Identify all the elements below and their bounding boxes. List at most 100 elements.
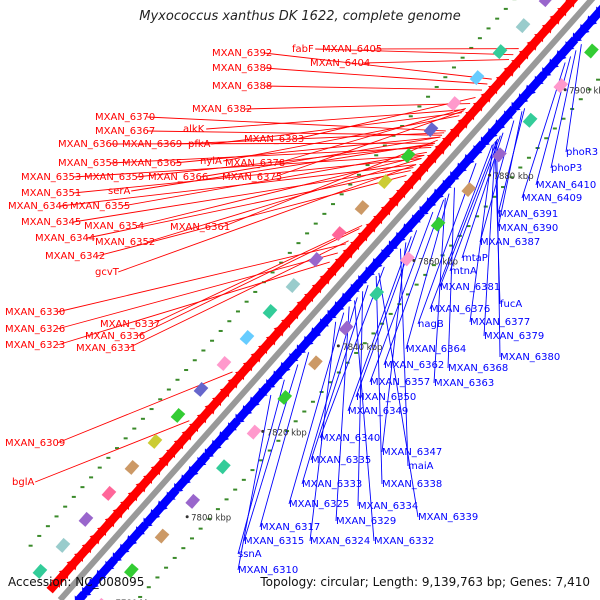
leader-line: [57, 243, 347, 313]
leader-line: [354, 300, 375, 542]
reverse-gene-label: phoP3: [551, 163, 582, 174]
function-class-box: [400, 251, 415, 267]
gc-dot: [166, 388, 171, 391]
gc-dot: [483, 205, 488, 208]
gc-dot: [417, 105, 422, 108]
gc-dot: [146, 586, 151, 589]
tick-mark: [336, 344, 340, 348]
gc-dot: [270, 271, 275, 274]
tick-label: 7900 kbp: [569, 87, 600, 97]
reverse-gene-label: MXAN_6387: [480, 237, 540, 248]
leader-line: [309, 321, 337, 542]
gc-dot: [244, 300, 249, 303]
gc-dot: [400, 125, 405, 128]
gc-dot: [578, 98, 583, 101]
reverse-gene-label: MXAN_6381: [440, 282, 500, 293]
leader-line: [136, 154, 425, 227]
leader-line: [237, 394, 272, 571]
gc-dot: [331, 203, 336, 206]
forward-gene-label: gcvT: [95, 267, 120, 278]
gc-dot: [434, 85, 439, 88]
gc-dot: [181, 547, 186, 550]
reverse-gene-label: MXAN_6325: [289, 499, 349, 510]
forward-gene-label: alkK: [183, 124, 205, 135]
reverse-gene-label: MXAN_6339: [418, 512, 478, 523]
reverse-gene-label: MXAN_6410: [536, 180, 596, 191]
gc-dot: [63, 505, 68, 508]
gc-dot: [362, 342, 367, 345]
function-class-box: [193, 381, 209, 397]
gc-dot: [89, 476, 94, 479]
gc-dot: [175, 378, 180, 381]
gc-dot: [408, 115, 413, 118]
reverse-gene-label: MXAN_6390: [498, 223, 558, 234]
leader-line: [243, 364, 299, 542]
gc-dot: [267, 449, 272, 452]
leader-line: [211, 112, 463, 145]
gc-dot: [492, 195, 497, 198]
leader-line: [497, 111, 523, 229]
gc-dot: [526, 156, 531, 159]
gc-dot: [259, 459, 264, 462]
gc-dot: [224, 498, 229, 501]
reverse-gene-label: MXAN_6332: [374, 536, 434, 547]
function-class-box: [277, 389, 293, 405]
gc-dot: [322, 212, 327, 215]
forward-gene-label: bglA: [12, 477, 34, 488]
gc-dot: [106, 456, 111, 459]
gc-dot: [475, 215, 480, 218]
gc-dot: [477, 37, 482, 40]
function-class-box: [308, 355, 323, 371]
gc-dot: [460, 56, 465, 59]
function-class-box: [32, 563, 48, 579]
leader-line: [310, 285, 369, 461]
gc-dot: [302, 410, 307, 413]
leader-line: [57, 261, 330, 346]
reverse-gene-label: MXAN_6409: [522, 193, 582, 204]
function-class-box: [522, 112, 538, 128]
forward-gene-label: MXAN_6389: [212, 63, 272, 74]
reverse-gene-label: MXAN_6317: [260, 522, 320, 533]
gc-dot: [71, 495, 76, 498]
gc-dot: [382, 144, 387, 147]
function-class-box: [170, 407, 186, 423]
function-class-box: [354, 200, 370, 216]
leader-line: [375, 276, 383, 485]
forward-gene-label: MXAN_6404: [310, 58, 370, 69]
reverse-gene-label: MXAN_6338: [382, 479, 442, 490]
reverse-gene-label: MXAN_6340: [320, 433, 380, 444]
forward-gene-label: MXAN_6375: [222, 172, 282, 183]
function-class-box: [400, 148, 416, 164]
gc-dot: [443, 76, 448, 79]
forward-gene-label: MXAN_6370: [95, 112, 155, 123]
gc-dot: [227, 320, 232, 323]
leader-line: [200, 136, 441, 178]
leader-line: [259, 352, 310, 528]
gc-dot: [115, 447, 120, 450]
leader-line: [237, 379, 285, 555]
function-class-box: [185, 493, 201, 509]
forward-gene-label: MXAN_6382: [192, 104, 252, 115]
gc-dot: [138, 595, 143, 598]
function-class-box: [584, 43, 599, 59]
function-class-box: [553, 78, 569, 94]
forward-gene-label: MXAN_6388: [212, 81, 272, 92]
forward-gene-label: MXAN_6355: [70, 201, 130, 212]
forward-gene-label: MXAN_6383: [244, 134, 304, 145]
leader-line: [174, 136, 441, 164]
reverse-gene-label: maiA: [408, 461, 434, 472]
gc-dot: [451, 66, 456, 69]
gc-dot: [449, 244, 454, 247]
reverse-gene-label: MXAN_6363: [434, 378, 494, 389]
function-class-box: [538, 0, 554, 8]
forward-gene-label: MXAN_6352: [95, 237, 155, 248]
function-class-box: [469, 70, 485, 86]
gc-dot: [469, 46, 474, 49]
function-class-box: [430, 216, 446, 232]
gc-dot: [201, 349, 206, 352]
leader-line: [277, 107, 466, 164]
leader-line: [335, 306, 350, 522]
forward-gene-label: nylA: [200, 156, 222, 167]
gc-dot: [123, 437, 128, 440]
reverse-gene-label: MXAN_6380: [500, 352, 560, 363]
